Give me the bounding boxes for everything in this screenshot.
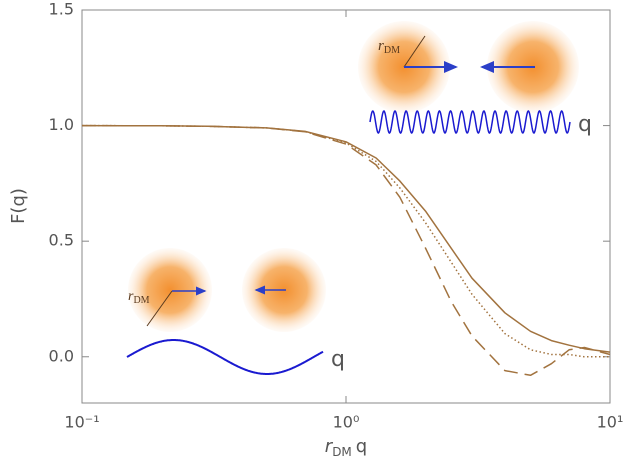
wave-label: q [331, 347, 345, 372]
y-tick-label: 1.0 [49, 115, 74, 134]
y-axis-label: F(q) [8, 188, 29, 224]
x-tick-label: 10¹ [597, 413, 624, 432]
radius-label: rDM [128, 289, 150, 306]
y-tick-label: 0.5 [49, 231, 74, 250]
wave-label: q [578, 112, 592, 137]
x-axis-label: rDM q [325, 436, 367, 459]
illustration-bottom: rDM q [126, 248, 345, 375]
data-line [81, 124, 610, 358]
radius-subscript: DM [384, 45, 400, 56]
x-label-variable: q [356, 436, 367, 457]
data-line [81, 124, 611, 377]
illustration-top: rDM q [358, 21, 592, 137]
y-tick-label: 1.5 [49, 0, 74, 19]
radius-label: rDM [378, 38, 400, 56]
radius-symbol: r [378, 38, 384, 54]
x-label-symbol: r [325, 436, 334, 457]
x-tick-label: 10⁻¹ [64, 413, 99, 432]
x-label-subscript: DM [332, 445, 352, 459]
x-tick-label: 10⁰ [333, 413, 360, 432]
radius-subscript: DM [133, 295, 149, 306]
y-tick-label: 0.0 [49, 346, 74, 365]
radius-symbol: r [128, 289, 134, 304]
